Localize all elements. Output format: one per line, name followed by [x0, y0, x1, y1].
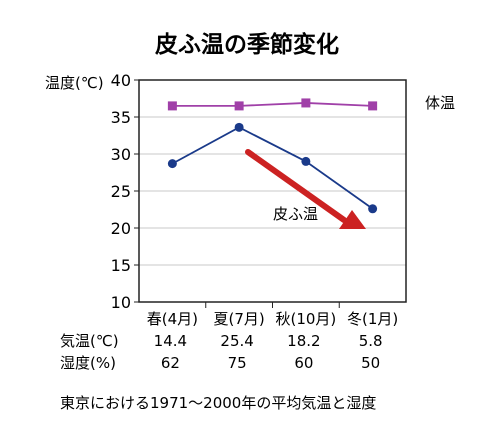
caption: 東京における1971～2000年の平均気温と湿度 [60, 394, 376, 412]
table-cell: 75 [228, 354, 247, 372]
data-point [301, 156, 311, 166]
table-row-label: 湿度(%) [60, 354, 116, 372]
trend-arrow [245, 149, 366, 229]
series-line [171, 126, 374, 210]
data-point [368, 101, 378, 111]
table-cell: 62 [161, 354, 180, 372]
y-tick-label: 10 [111, 293, 131, 312]
y-tick-label: 15 [111, 256, 131, 275]
data-point [167, 159, 177, 169]
table-cell: 5.8 [359, 332, 383, 350]
data-point [234, 101, 244, 111]
table-row-label: 気温(℃) [60, 332, 119, 350]
x-categories: 春(4月) 夏(7月) 秋(10月) 冬(1月) [147, 302, 398, 328]
table-cell: 60 [294, 354, 313, 372]
annotation-label: 皮ふ温 [273, 205, 318, 223]
y-tick-label: 20 [111, 219, 131, 238]
y-ticks: 10 15 20 25 30 35 40 [111, 71, 139, 312]
x-category-label: 冬(1月) [347, 310, 398, 328]
x-category-label: 春(4月) [147, 310, 198, 328]
series-line [172, 102, 373, 107]
y-tick-label: 40 [111, 71, 131, 90]
data-point [301, 98, 311, 108]
y-tick-label: 35 [111, 108, 131, 127]
table-cell: 14.4 [154, 332, 187, 350]
y-tick-label: 30 [111, 145, 131, 164]
data-point [234, 122, 244, 132]
y-tick-label: 25 [111, 182, 131, 201]
y-axis-label: 温度(℃) [45, 74, 104, 92]
data-point [368, 204, 378, 214]
table-cell: 25.4 [220, 332, 253, 350]
data-table: 気温(℃) 14.4 25.4 18.2 5.8 湿度(%) 62 75 60 50 [60, 332, 383, 372]
series-label: 体温 [425, 94, 455, 112]
series-group: 体温 [167, 94, 455, 214]
table-cell: 50 [361, 354, 380, 372]
table-cell: 18.2 [287, 332, 320, 350]
chart-title: 皮ふ温の季節変化 [155, 31, 339, 58]
data-point [167, 101, 177, 111]
x-category-label: 秋(10月) [275, 310, 336, 328]
x-category-label: 夏(7月) [214, 310, 265, 328]
grid-lines [139, 116, 406, 266]
